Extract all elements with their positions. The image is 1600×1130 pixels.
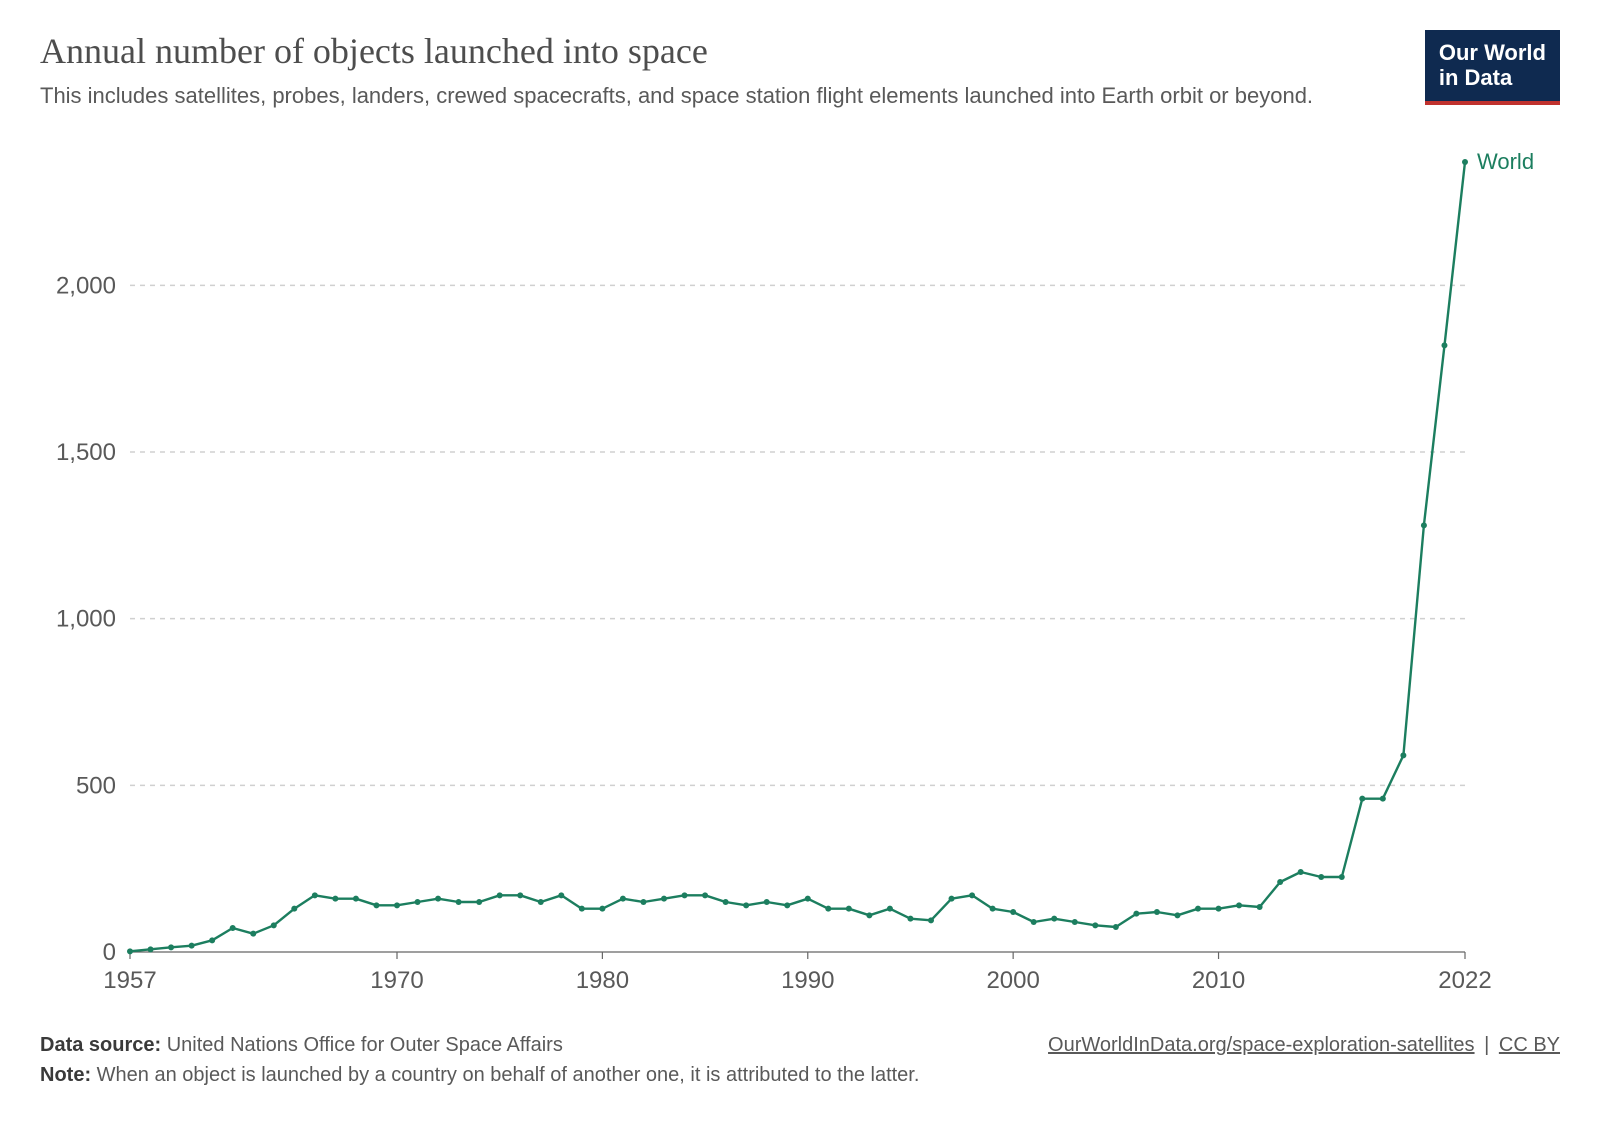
svg-text:2010: 2010 — [1192, 967, 1245, 994]
svg-text:500: 500 — [76, 772, 116, 799]
x-axis: 1957 1970 1980 1990 2000 2010 2022 — [103, 952, 1491, 994]
series-markers — [127, 159, 1468, 954]
chart-footer: Data source: United Nations Office for O… — [40, 1030, 1560, 1090]
owid-logo: Our World in Data — [1425, 30, 1560, 105]
svg-text:1,000: 1,000 — [56, 606, 116, 633]
svg-text:1970: 1970 — [370, 967, 423, 994]
svg-text:2,000: 2,000 — [56, 272, 116, 299]
svg-text:1,500: 1,500 — [56, 439, 116, 466]
note-text: When an object is launched by a country … — [97, 1064, 920, 1086]
source-label: Data source: — [40, 1034, 161, 1056]
series-line-world — [130, 162, 1465, 951]
logo-line1: Our World — [1439, 40, 1546, 65]
line-chart-svg: 0 500 1,000 1,500 2,000 1957 1970 1980 1990 2000… — [40, 132, 1560, 1012]
chart-title: Annual number of objects launched into s… — [40, 30, 1560, 73]
footer-left: Data source: United Nations Office for O… — [40, 1030, 919, 1090]
note-label: Note: — [40, 1064, 91, 1086]
footer-right: OurWorldInData.org/space-exploration-sat… — [1048, 1030, 1560, 1090]
note-line: Note: When an object is launched by a co… — [40, 1060, 919, 1090]
chart-header: Annual number of objects launched into s… — [40, 30, 1560, 112]
series-label-world: World — [1477, 149, 1534, 174]
source-link[interactable]: OurWorldInData.org/space-exploration-sat… — [1048, 1034, 1475, 1056]
license-link[interactable]: CC BY — [1499, 1034, 1560, 1056]
gridlines — [130, 285, 1465, 785]
y-axis: 0 500 1,000 1,500 2,000 — [56, 272, 116, 966]
svg-text:2000: 2000 — [986, 967, 1039, 994]
svg-text:1990: 1990 — [781, 967, 834, 994]
svg-text:2022: 2022 — [1438, 967, 1491, 994]
svg-text:1980: 1980 — [576, 967, 629, 994]
source-text: United Nations Office for Outer Space Af… — [167, 1034, 563, 1056]
svg-text:1957: 1957 — [103, 967, 156, 994]
footer-sep: | — [1484, 1034, 1489, 1056]
chart-subtitle: This includes satellites, probes, lander… — [40, 81, 1320, 112]
svg-text:0: 0 — [103, 939, 116, 966]
data-source-line: Data source: United Nations Office for O… — [40, 1030, 919, 1060]
chart-container: 0 500 1,000 1,500 2,000 1957 1970 1980 1990 2000… — [40, 132, 1560, 1012]
logo-line2: in Data — [1439, 65, 1512, 90]
